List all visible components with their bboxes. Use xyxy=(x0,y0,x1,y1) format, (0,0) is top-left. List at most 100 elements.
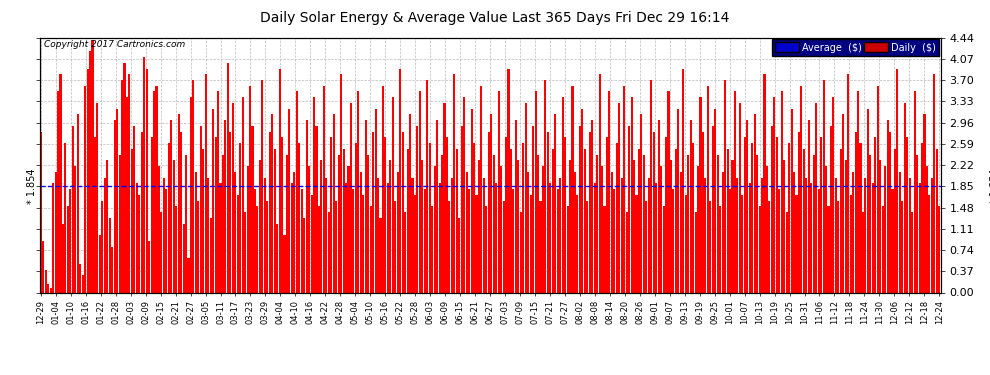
Bar xyxy=(268,132,271,292)
Bar xyxy=(155,86,157,292)
Bar xyxy=(76,114,79,292)
Bar xyxy=(409,114,411,292)
Bar xyxy=(153,92,155,292)
Bar xyxy=(931,178,933,292)
Bar xyxy=(129,74,131,292)
Bar xyxy=(936,149,938,292)
Bar xyxy=(823,80,825,292)
Bar xyxy=(278,69,280,292)
Bar xyxy=(882,206,884,292)
Bar xyxy=(791,109,793,292)
Bar xyxy=(571,86,573,292)
Bar xyxy=(333,114,335,292)
Bar xyxy=(158,166,160,292)
Bar xyxy=(808,120,810,292)
Bar xyxy=(746,120,748,292)
Bar xyxy=(667,92,669,292)
Bar xyxy=(616,143,618,292)
Bar xyxy=(377,178,379,292)
Bar xyxy=(387,183,389,292)
Bar xyxy=(766,166,768,292)
Bar xyxy=(109,218,111,292)
Bar xyxy=(345,183,347,292)
Bar xyxy=(709,201,712,292)
Bar xyxy=(569,160,571,292)
Bar xyxy=(72,126,74,292)
Bar xyxy=(54,172,56,292)
Bar xyxy=(732,160,734,292)
Bar xyxy=(364,120,366,292)
Bar xyxy=(328,212,330,292)
Bar xyxy=(734,92,736,292)
Bar xyxy=(444,103,446,292)
Bar xyxy=(879,160,881,292)
Bar xyxy=(561,97,563,292)
Bar xyxy=(618,103,621,292)
Bar xyxy=(352,189,354,292)
Bar xyxy=(527,172,530,292)
Bar xyxy=(480,86,482,292)
Bar xyxy=(165,189,167,292)
Bar xyxy=(429,143,431,292)
Bar xyxy=(106,160,108,292)
Bar xyxy=(818,189,820,292)
Bar xyxy=(316,126,318,292)
Bar xyxy=(200,126,202,292)
Bar xyxy=(256,206,258,292)
Bar xyxy=(67,206,69,292)
Bar xyxy=(803,149,805,292)
Bar xyxy=(586,201,588,292)
Bar xyxy=(50,288,51,292)
Bar xyxy=(680,172,682,292)
Bar xyxy=(485,206,487,292)
Text: Daily Solar Energy & Average Value Last 365 Days Fri Dec 29 16:14: Daily Solar Energy & Average Value Last … xyxy=(260,11,730,25)
Bar xyxy=(392,97,394,292)
Bar xyxy=(798,132,800,292)
Bar xyxy=(202,149,204,292)
Bar xyxy=(904,103,906,292)
Bar xyxy=(414,195,416,292)
Bar xyxy=(549,183,551,292)
Bar xyxy=(579,126,581,292)
Bar xyxy=(74,166,76,292)
Bar xyxy=(432,206,434,292)
Bar xyxy=(670,160,672,292)
Bar xyxy=(326,178,328,292)
Bar xyxy=(101,201,103,292)
Bar xyxy=(69,189,71,292)
Bar xyxy=(253,189,256,292)
Bar xyxy=(594,183,596,292)
Bar xyxy=(453,74,455,292)
Bar xyxy=(271,114,273,292)
Bar xyxy=(148,241,150,292)
Bar xyxy=(626,212,628,292)
Bar xyxy=(336,201,338,292)
Bar xyxy=(753,114,755,292)
Bar xyxy=(546,132,548,292)
Bar xyxy=(830,126,832,292)
Bar xyxy=(939,206,940,292)
Bar xyxy=(286,154,288,292)
Bar xyxy=(323,86,325,292)
Bar xyxy=(756,154,758,292)
Bar xyxy=(119,154,121,292)
Bar xyxy=(729,189,731,292)
Bar xyxy=(357,92,359,292)
Bar xyxy=(800,86,803,292)
Bar xyxy=(894,149,896,292)
Bar xyxy=(48,284,50,292)
Bar xyxy=(704,178,707,292)
Bar xyxy=(911,212,913,292)
Bar xyxy=(374,109,376,292)
Bar xyxy=(448,201,450,292)
Bar xyxy=(805,178,808,292)
Bar xyxy=(237,195,239,292)
Text: * 1.854: * 1.854 xyxy=(27,168,37,204)
Bar xyxy=(465,172,467,292)
Bar xyxy=(427,80,429,292)
Bar xyxy=(833,97,835,292)
Bar xyxy=(564,137,566,292)
Bar xyxy=(470,109,472,292)
Bar xyxy=(104,178,106,292)
Bar xyxy=(542,166,545,292)
